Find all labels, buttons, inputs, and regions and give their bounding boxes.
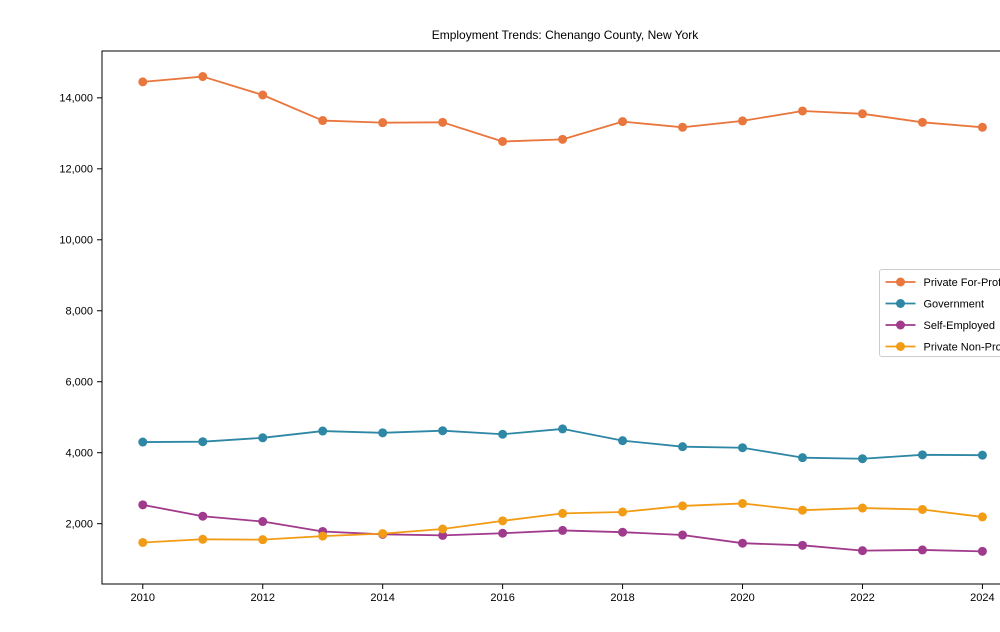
- legend-marker-self-employed: [896, 321, 905, 330]
- legend: Private For-Profit Government Self-Employe…: [880, 270, 1000, 357]
- point-private-for-profit-2019: [678, 123, 687, 132]
- x-axis-tick-label: 2022: [850, 592, 874, 604]
- point-self-employed-2020: [738, 539, 747, 548]
- point-private-non-profit-2021: [798, 506, 807, 515]
- point-government-2019: [678, 442, 687, 451]
- line-private-for-profit: [143, 77, 983, 142]
- point-private-non-profit-2010: [138, 538, 147, 547]
- employment-trends-line-chart: Employment Trends: Chenango County, New …: [40, 16, 1000, 616]
- point-private-for-profit-2024: [978, 123, 987, 132]
- point-private-non-profit-2018: [618, 507, 627, 516]
- point-private-for-profit-2016: [498, 137, 507, 146]
- y-axis-tick-label: 10,000: [59, 235, 93, 247]
- point-government-2024: [978, 451, 987, 460]
- point-private-non-profit-2013: [318, 532, 327, 541]
- point-government-2018: [618, 436, 627, 445]
- x-axis-tick-label: 2012: [250, 592, 274, 604]
- y-axis-tick-label: 12,000: [59, 164, 93, 176]
- point-self-employed-2011: [198, 512, 207, 521]
- chart-title: Employment Trends: Chenango County, New …: [432, 28, 700, 42]
- point-government-2012: [258, 433, 267, 442]
- point-self-employed-2021: [798, 541, 807, 550]
- series-private-for-profit: [138, 72, 987, 146]
- point-government-2013: [318, 427, 327, 436]
- point-private-non-profit-2019: [678, 501, 687, 510]
- y-axis-tick-label: 8,000: [65, 306, 93, 318]
- legend-label-private-for-profit: Private For-Profit: [924, 277, 1000, 289]
- x-axis-tick-label: 2018: [610, 592, 634, 604]
- point-private-non-profit-2024: [978, 512, 987, 521]
- point-private-non-profit-2023: [918, 505, 927, 514]
- point-private-for-profit-2011: [198, 72, 207, 81]
- chart-figure: Employment Trends: Chenango County, New …: [40, 16, 1000, 616]
- point-self-employed-2010: [138, 500, 147, 509]
- legend-label-government: Government: [924, 298, 985, 310]
- point-private-non-profit-2016: [498, 516, 507, 525]
- y-axis-tick-label: 2,000: [65, 518, 93, 530]
- point-self-employed-2016: [498, 529, 507, 538]
- point-self-employed-2017: [558, 526, 567, 535]
- legend-label-private-non-profit: Private Non-Profit: [924, 341, 1000, 353]
- series-government: [138, 424, 987, 463]
- point-private-for-profit-2022: [858, 109, 867, 118]
- point-self-employed-2022: [858, 546, 867, 555]
- point-private-for-profit-2013: [318, 116, 327, 125]
- point-government-2016: [498, 430, 507, 439]
- legend-marker-private-for-profit: [896, 278, 905, 287]
- point-private-non-profit-2020: [738, 499, 747, 508]
- point-private-for-profit-2014: [378, 118, 387, 127]
- point-private-for-profit-2012: [258, 91, 267, 100]
- point-government-2010: [138, 438, 147, 447]
- point-government-2021: [798, 453, 807, 462]
- point-private-non-profit-2022: [858, 504, 867, 513]
- point-private-for-profit-2010: [138, 77, 147, 86]
- plot-border: [102, 51, 1000, 584]
- point-private-for-profit-2020: [738, 116, 747, 125]
- point-government-2017: [558, 424, 567, 433]
- point-private-non-profit-2017: [558, 509, 567, 518]
- x-axis-tick-label: 2020: [730, 592, 754, 604]
- point-government-2014: [378, 428, 387, 437]
- point-private-non-profit-2015: [438, 524, 447, 533]
- point-government-2011: [198, 437, 207, 446]
- point-government-2022: [858, 454, 867, 463]
- point-government-2020: [738, 443, 747, 452]
- y-axis-tick-label: 14,000: [59, 93, 93, 105]
- point-private-for-profit-2015: [438, 118, 447, 127]
- point-self-employed-2012: [258, 517, 267, 526]
- point-private-for-profit-2017: [558, 135, 567, 144]
- y-axis-tick-label: 6,000: [65, 377, 93, 389]
- point-private-non-profit-2014: [378, 529, 387, 538]
- point-private-non-profit-2011: [198, 535, 207, 544]
- x-axis-tick-label: 2010: [131, 592, 155, 604]
- point-private-non-profit-2012: [258, 535, 267, 544]
- point-private-for-profit-2018: [618, 117, 627, 126]
- x-axis-tick-label: 2024: [970, 592, 994, 604]
- point-self-employed-2019: [678, 531, 687, 540]
- legend-label-self-employed: Self-Employed: [924, 320, 996, 332]
- point-self-employed-2018: [618, 528, 627, 537]
- point-private-for-profit-2021: [798, 106, 807, 115]
- point-private-for-profit-2023: [918, 118, 927, 127]
- x-axis-tick-label: 2016: [490, 592, 514, 604]
- y-axis-tick-label: 4,000: [65, 448, 93, 460]
- point-self-employed-2024: [978, 547, 987, 556]
- plot-area: 2,000 4,000 6,000 8,000 10,000 12,000 14,000 20…: [59, 51, 1000, 604]
- point-self-employed-2023: [918, 545, 927, 554]
- x-axis-tick-label: 2014: [370, 592, 394, 604]
- point-government-2015: [438, 426, 447, 435]
- legend-marker-private-non-profit: [896, 342, 905, 351]
- point-government-2023: [918, 450, 927, 459]
- legend-marker-government: [896, 299, 905, 308]
